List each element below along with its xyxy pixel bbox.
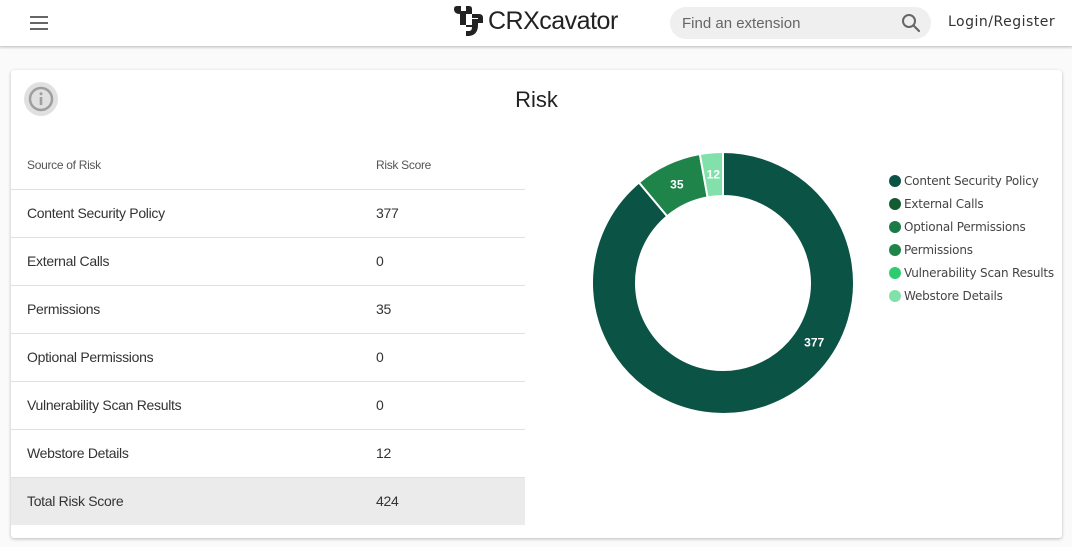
legend-item[interactable]: Content Security Policy bbox=[888, 169, 1054, 192]
donut-data-label: 12 bbox=[707, 167, 721, 181]
legend-dot-icon bbox=[889, 243, 901, 256]
crxcavator-logo-icon bbox=[454, 6, 483, 36]
legend-dot-icon bbox=[889, 220, 901, 233]
login-register-link[interactable]: Login/Register bbox=[948, 14, 1056, 30]
total-label: Total Risk Score bbox=[11, 477, 376, 525]
legend-label: Permissions bbox=[904, 242, 973, 257]
hamburger-line bbox=[30, 22, 48, 24]
search-bar bbox=[670, 7, 931, 39]
legend-item[interactable]: Optional Permissions bbox=[888, 215, 1054, 238]
info-icon bbox=[28, 86, 54, 112]
table-row: Permissions 35 bbox=[11, 285, 525, 334]
legend-label: Webstore Details bbox=[904, 288, 1003, 303]
total-score: 424 bbox=[376, 477, 525, 525]
row-score: 0 bbox=[376, 381, 525, 430]
legend-item[interactable]: External Calls bbox=[888, 192, 1054, 215]
legend-item[interactable]: Webstore Details bbox=[888, 284, 1054, 307]
row-score: 0 bbox=[376, 333, 525, 382]
column-header-score: Risk Score bbox=[376, 142, 525, 190]
info-button[interactable] bbox=[24, 82, 58, 116]
hamburger-line bbox=[30, 28, 48, 30]
donut-data-label: 35 bbox=[670, 177, 684, 191]
chart-legend: Content Security Policy External Calls Opt… bbox=[888, 169, 1054, 307]
logo[interactable]: CRXcavator bbox=[452, 3, 618, 39]
row-source: Content Security Policy bbox=[11, 189, 376, 238]
risk-table: Source of Risk Risk Score Content Securi… bbox=[11, 142, 525, 525]
table-row: External Calls 0 bbox=[11, 237, 525, 286]
risk-card: Risk Source of Risk Risk Score Content S… bbox=[11, 70, 1062, 538]
card-title: Risk bbox=[515, 87, 558, 112]
table-header-row: Source of Risk Risk Score bbox=[11, 142, 525, 190]
search-input[interactable] bbox=[682, 7, 892, 39]
row-source: Webstore Details bbox=[11, 429, 376, 478]
table-row: Webstore Details 12 bbox=[11, 429, 525, 478]
legend-label: Optional Permissions bbox=[904, 219, 1026, 234]
legend-dot-icon bbox=[889, 289, 901, 302]
legend-dot-icon bbox=[889, 174, 901, 187]
hamburger-menu-icon bbox=[30, 16, 48, 18]
row-score: 0 bbox=[376, 237, 525, 286]
row-score: 12 bbox=[376, 429, 525, 478]
row-source: External Calls bbox=[11, 237, 376, 286]
row-source: Vulnerability Scan Results bbox=[11, 381, 376, 430]
legend-label: Content Security Policy bbox=[904, 173, 1039, 188]
row-source: Permissions bbox=[11, 285, 376, 334]
total-row: Total Risk Score 424 bbox=[11, 477, 525, 525]
donut-data-label: 377 bbox=[804, 336, 824, 350]
menu-button[interactable] bbox=[28, 14, 50, 32]
search-icon[interactable] bbox=[901, 13, 921, 33]
row-score: 377 bbox=[376, 189, 525, 238]
legend-item[interactable]: Permissions bbox=[888, 238, 1054, 261]
row-source: Optional Permissions bbox=[11, 333, 376, 382]
donut-segment[interactable] bbox=[591, 150, 855, 415]
top-app-bar: CRXcavator Login/Register bbox=[0, 0, 1072, 47]
legend-label: External Calls bbox=[904, 196, 984, 211]
row-score: 35 bbox=[376, 285, 525, 334]
table-row: Content Security Policy 377 bbox=[11, 189, 525, 238]
logo-text: CRXcavator bbox=[488, 6, 618, 35]
legend-item[interactable]: Vulnerability Scan Results bbox=[888, 261, 1054, 284]
legend-dot-icon bbox=[889, 266, 901, 279]
legend-label: Vulnerability Scan Results bbox=[904, 265, 1054, 280]
donut-segment[interactable] bbox=[698, 150, 724, 199]
column-header-source: Source of Risk bbox=[11, 142, 376, 190]
table-row: Vulnerability Scan Results 0 bbox=[11, 381, 525, 430]
risk-donut-chart[interactable]: 377 35 12 bbox=[571, 140, 891, 440]
table-row: Optional Permissions 0 bbox=[11, 333, 525, 382]
legend-dot-icon bbox=[889, 197, 901, 210]
